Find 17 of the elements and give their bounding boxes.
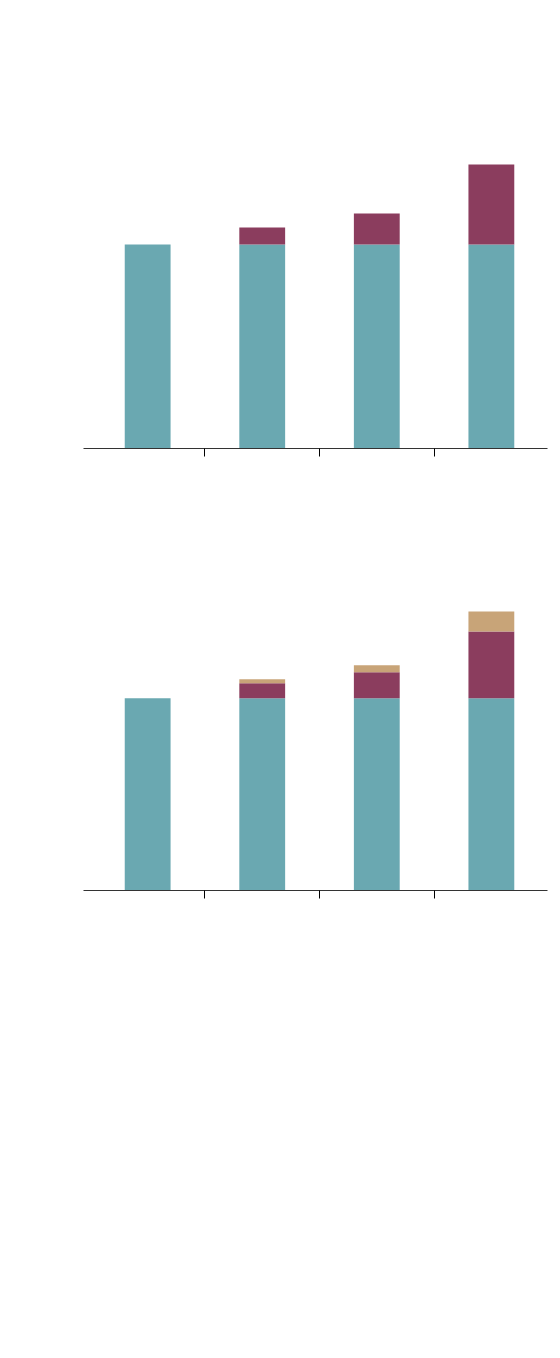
bar	[239, 683, 286, 699]
bar	[468, 631, 515, 699]
bar	[468, 698, 515, 891]
bar	[353, 672, 400, 699]
bar	[124, 244, 171, 449]
bar	[124, 698, 171, 891]
bar	[353, 213, 400, 245]
bar	[468, 244, 515, 449]
bar	[239, 698, 286, 891]
bar	[239, 679, 286, 684]
bar	[353, 244, 400, 449]
bar	[353, 665, 400, 673]
bar	[353, 698, 400, 891]
bar	[468, 164, 515, 245]
bar	[468, 611, 515, 632]
bar	[239, 227, 286, 245]
bar	[239, 244, 286, 449]
